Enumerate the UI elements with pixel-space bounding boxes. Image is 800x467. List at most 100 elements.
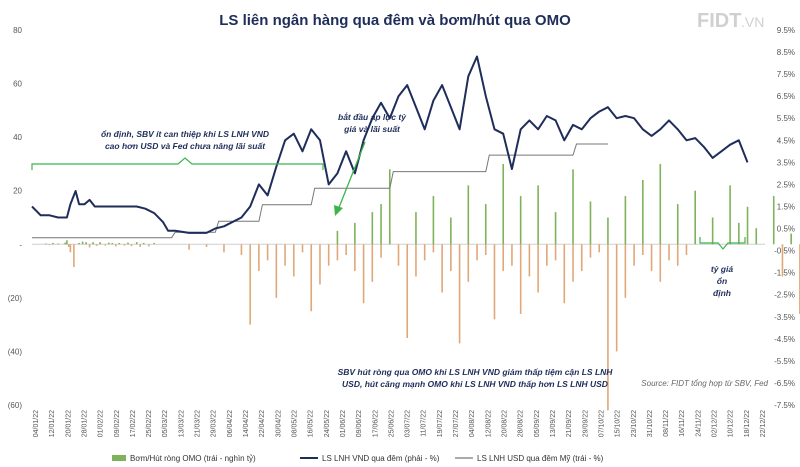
x-tick-label: 21/03/22 [195,410,202,437]
omo-bar [772,196,775,245]
omo-bar [153,242,155,245]
x-tick-label: 09/06/22 [356,410,363,437]
omo-bar [432,196,435,245]
omo-bar [650,244,653,272]
x-tick-label: 05/09/22 [534,410,541,437]
left-tick-label: - [19,240,22,249]
logo-main: FIDT [697,10,741,32]
omo-bar [450,244,452,272]
x-tick-label: 07/10/22 [598,410,605,437]
omo-bar [423,244,426,261]
omo-bar [52,242,54,245]
omo-bar [659,163,662,245]
logo-suffix: .VN [741,14,764,30]
omo-bar [554,244,557,261]
omo-bar [66,240,68,245]
x-tick-label: 28/08/22 [518,410,525,437]
x-tick-label: 10/12/22 [728,410,735,437]
x-tick-label: 28/01/22 [81,410,88,437]
omo-bar [493,244,496,320]
x-tick-label: 17/02/22 [130,410,137,437]
x-tick-label: 13/03/22 [178,410,185,437]
omo-bar [537,185,539,245]
omo-bar [78,242,80,245]
right-tick-label: -2.5% [774,291,795,300]
x-tick-label: 06/04/22 [227,410,234,437]
omo-bar [572,244,574,282]
omo-bar [240,244,243,255]
right-tick-label: 2.5% [777,180,795,189]
omo-bar [188,244,190,250]
x-tick-label: 22/04/22 [259,410,266,437]
omo-bar [537,244,539,293]
x-tick-label: 31/10/22 [647,410,654,437]
right-tick-label: 3.5% [777,158,795,167]
right-tick-label: 6.5% [777,92,795,101]
omo-bar [607,217,609,245]
omo-bar [249,244,251,325]
right-tick-label: 9.5% [777,26,795,35]
x-tick-label: 18/12/22 [744,410,751,437]
omo-bar [310,244,313,312]
annotation-stable-1-line-1: ổn định, SBV ít can thiệp khi LS LNH VND [101,129,269,139]
omo-bar [85,242,87,245]
omo-bar [790,233,792,245]
x-tick-label: 12/08/22 [485,410,492,437]
omo-bar [589,244,592,258]
arrow-pressure [337,141,366,211]
x-tick-label: 08/11/22 [663,410,670,437]
x-tick-label: 29/09/22 [582,410,589,437]
omo-bar [738,222,740,245]
chart-title: LS liên ngân hàng qua đêm và bơm/hút qua… [219,12,571,29]
right-tick-label: -1.5% [774,269,795,278]
left-tick-label: (60) [8,401,23,410]
x-axis: 04/01/22 12/01/22 20/01/22 28/01/22 01/02/22… [33,410,767,437]
omo-bar [64,242,66,245]
left-tick-label: (20) [8,294,23,303]
x-tick-label: 08/05/22 [291,410,298,437]
arrow-pressure-head [334,205,343,216]
omo-bar [135,242,138,245]
omo-bar [139,244,142,247]
omo-bar [130,244,133,247]
omo-bar [694,190,696,245]
omo-bar [476,244,478,261]
omo-bar [572,169,574,245]
x-tick-label: 27/07/22 [453,410,460,437]
omo-bar [388,169,391,245]
omo-bar [676,244,679,266]
x-tick-label: 13/09/22 [550,410,557,437]
omo-bar [111,242,114,245]
x-tick-label: 17/06/22 [372,410,379,437]
omo-bar [502,163,505,245]
omo-bar [362,244,365,304]
omo-bar [642,244,644,255]
x-tick-label: 01/06/22 [340,410,347,437]
omo-bar [484,244,487,255]
omo-bar [554,212,557,245]
omo-bar [380,244,382,258]
right-tick-label: -4.5% [774,335,795,344]
x-tick-label: 14/04/22 [243,410,250,437]
annotation-stable-1-line-2: cao hơn USD và Fed chưa nâng lãi suất [105,141,266,151]
omo-bar [148,244,150,247]
annotation-sbv-line-2: USD, hút căng mạnh OMO khi LS LNH VND th… [342,379,608,389]
omo-bar [45,243,47,245]
omo-bar [104,244,107,246]
x-tick-label: 04/08/22 [469,410,476,437]
omo-bar [258,244,260,272]
omo-bar [107,242,110,245]
omo-bar [142,242,145,245]
left-tick-label: (40) [8,347,23,356]
bracket-stable-1 [31,157,324,170]
x-tick-label: 21/09/22 [566,410,573,437]
omo-bar [441,244,443,293]
annotation-stable-2-box [700,262,743,300]
omo-bar [92,242,94,245]
omo-bar [123,244,126,246]
annotation-pressure-line-1: bắt đầu áp lực tỷ [338,111,407,122]
omo-bar [406,244,409,339]
omo-bar [642,180,644,245]
right-tick-label: -6.5% [774,379,795,388]
